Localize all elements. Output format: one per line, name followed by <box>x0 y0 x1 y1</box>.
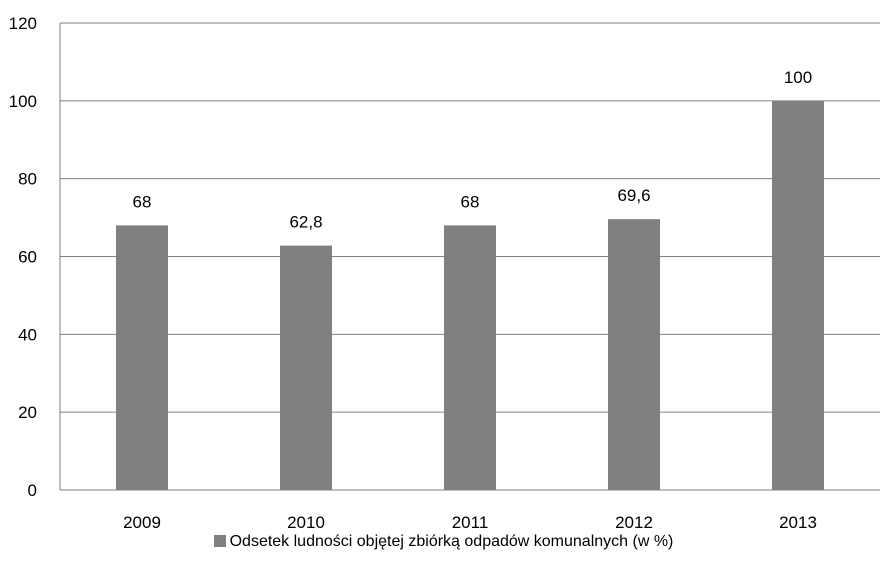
bar-value-label: 69,6 <box>617 186 650 205</box>
x-tick-label: 2013 <box>779 513 817 532</box>
x-tick-label: 2009 <box>123 513 161 532</box>
bar-value-label: 68 <box>133 192 152 211</box>
bar <box>116 225 168 490</box>
bar <box>772 100 824 490</box>
legend-swatch <box>213 535 226 547</box>
legend-label: Odsetek ludności objętej zbiórką odpadów… <box>229 533 674 550</box>
y-tick-label: 40 <box>18 325 37 344</box>
bar-value-label: 100 <box>784 68 812 87</box>
y-tick-label: 100 <box>9 92 37 111</box>
y-tick-label: 20 <box>18 403 37 422</box>
bar-value-label: 62,8 <box>289 213 322 232</box>
x-tick-label: 2010 <box>287 513 325 532</box>
y-tick-label: 80 <box>18 170 37 189</box>
x-tick-label: 2011 <box>452 513 489 532</box>
bar-value-label: 68 <box>461 192 480 211</box>
legend: Odsetek ludności objętej zbiórką odpadów… <box>0 533 887 551</box>
bar <box>608 219 660 490</box>
x-tick-label: 2012 <box>615 513 653 532</box>
y-tick-label: 120 <box>9 14 37 33</box>
bar <box>280 245 332 490</box>
y-tick-label: 0 <box>28 481 37 500</box>
bar <box>444 225 496 490</box>
y-tick-label: 60 <box>18 248 37 267</box>
